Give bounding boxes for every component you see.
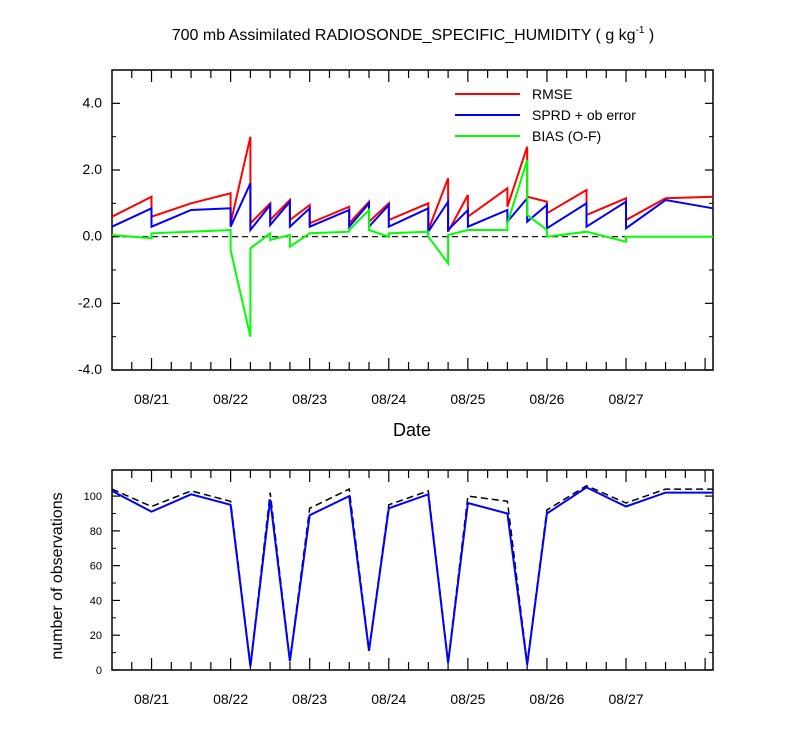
- series-line-total-observations: [111, 484, 713, 665]
- x-tick-label: 08/25: [450, 391, 485, 407]
- bottom-axes: 0 20 40 60 80 100 08/21 08/22 08/23 08/24 08/25 08/…: [84, 470, 713, 707]
- series-line-bias-o-f: [111, 159, 713, 337]
- x-tick-label: 08/23: [292, 391, 327, 407]
- bottom-chart: 0 20 40 60 80 100 08/21 08/22 08/23 08/24 08/25 08/…: [49, 469, 714, 707]
- chart-title-main: 700 mb Assimilated RADIOSONDE_SPECIFIC_H…: [172, 27, 636, 44]
- x-tick-label: 08/27: [608, 391, 643, 407]
- series-line-sprd-ob-error: [111, 182, 714, 236]
- x-tick-label: 08/24: [371, 391, 406, 407]
- chart-title: 700 mb Assimilated RADIOSONDE_SPECIFIC_H…: [172, 25, 655, 44]
- x-tick-label: 08/22: [213, 691, 248, 707]
- y-tick-label: 40: [90, 595, 102, 607]
- y-axis-label: number of observations: [49, 492, 66, 659]
- x-tick-label: 08/26: [529, 391, 564, 407]
- x-tick-label: 08/22: [213, 391, 248, 407]
- x-tick-label: 08/24: [371, 691, 406, 707]
- top-axes: -4.0 -2.0 0.0 2.0 4.0 08/21 08/22 08/23 08/24 08/…: [78, 70, 713, 407]
- top-plot-frame: [111, 69, 714, 371]
- y-tick-label: 0: [96, 665, 102, 677]
- y-tick-label: 80: [90, 526, 102, 538]
- top-chart: 700 mb Assimilated RADIOSONDE_SPECIFIC_H…: [78, 25, 714, 440]
- chart-title-end: ): [644, 27, 654, 44]
- y-tick-label: 100: [84, 491, 102, 503]
- x-tick-label: 08/25: [450, 691, 485, 707]
- legend-label: RMSE: [532, 86, 572, 102]
- y-tick-label: 4.0: [83, 94, 103, 110]
- x-tick-label: 08/27: [608, 691, 643, 707]
- series-line-assimilated-observations: [111, 486, 713, 667]
- y-tick-label: -2.0: [78, 294, 102, 310]
- legend-label: SPRD + ob error: [532, 107, 636, 123]
- y-tick-label: 20: [90, 630, 102, 642]
- y-tick-label: 0.0: [83, 228, 103, 244]
- x-tick-label: 08/26: [529, 691, 564, 707]
- x-axis-label: Date: [393, 420, 431, 440]
- top-series-group: [111, 136, 714, 337]
- chart-title-exponent: -1: [636, 25, 645, 36]
- x-tick-label: 08/23: [292, 691, 327, 707]
- bottom-series-group: [111, 484, 713, 667]
- y-tick-label: 2.0: [83, 161, 103, 177]
- series-line-rmse: [111, 136, 714, 233]
- y-tick-label: -4.0: [78, 361, 102, 377]
- legend: RMSE SPRD + ob error BIAS (O-F): [455, 86, 636, 144]
- y-tick-label: 60: [90, 561, 102, 573]
- x-tick-label: 08/21: [134, 691, 169, 707]
- bottom-plot-frame: [111, 469, 714, 671]
- legend-label: BIAS (O-F): [532, 128, 601, 144]
- x-tick-label: 08/21: [134, 391, 169, 407]
